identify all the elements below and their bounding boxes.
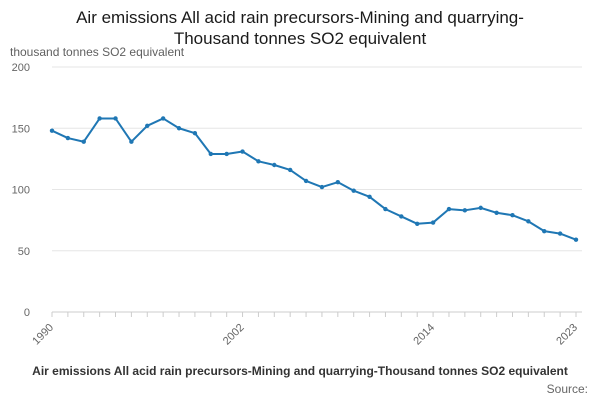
data-point (145, 123, 150, 128)
x-tick-label: 2014 (411, 322, 437, 348)
data-point (160, 116, 166, 121)
data-point (208, 151, 213, 157)
x-tick-label: 2023 (554, 322, 580, 348)
data-point (303, 178, 309, 184)
data-point (113, 116, 118, 121)
data-point (224, 151, 229, 157)
data-point (240, 149, 245, 154)
data-point (573, 237, 579, 242)
chart-title-line-1: Air emissions All acid rain precursors-M… (76, 8, 524, 27)
chart-title: Air emissions All acid rain precursors-M… (0, 7, 600, 49)
y-tick-label: 200 (12, 62, 30, 74)
data-point (65, 135, 71, 141)
data-point (415, 221, 420, 226)
data-point (542, 228, 547, 234)
data-point (49, 128, 55, 133)
y-axis-unit-label: thousand tonnes SO2 equivalent (10, 45, 185, 59)
data-point (335, 179, 341, 185)
data-point (272, 162, 277, 168)
data-point (478, 205, 483, 211)
data-point (287, 167, 293, 173)
data-point (383, 206, 388, 212)
y-tick-label: 100 (12, 185, 30, 197)
chart-title-line-2: Thousand tonnes SO2 equivalent (173, 29, 427, 48)
x-tick-label: 2002 (221, 322, 247, 348)
data-point (494, 210, 499, 215)
data-point (446, 206, 452, 212)
data-point (430, 220, 436, 225)
source-label: Source: (546, 382, 588, 396)
data-point (81, 139, 86, 144)
y-tick-label: 0 (24, 307, 30, 319)
chart-caption-text: Air emissions All acid rain precursors-M… (32, 364, 568, 378)
data-point (367, 194, 372, 200)
data-point (399, 214, 404, 219)
data-point (526, 219, 531, 224)
data-point (319, 184, 325, 190)
data-point (176, 126, 182, 131)
chart-caption: Air emissions All acid rain precursors-M… (0, 364, 600, 378)
y-tick-label: 50 (18, 246, 30, 258)
data-point (351, 188, 356, 193)
data-point (557, 231, 563, 236)
series-line (51, 117, 577, 241)
y-tick-label: 150 (12, 123, 30, 135)
data-point (129, 139, 134, 144)
data-point (97, 116, 102, 121)
data-point (510, 213, 515, 218)
data-point (462, 208, 468, 213)
x-tick-label: 1990 (30, 322, 56, 348)
data-point (192, 130, 198, 136)
data-point (256, 159, 261, 164)
